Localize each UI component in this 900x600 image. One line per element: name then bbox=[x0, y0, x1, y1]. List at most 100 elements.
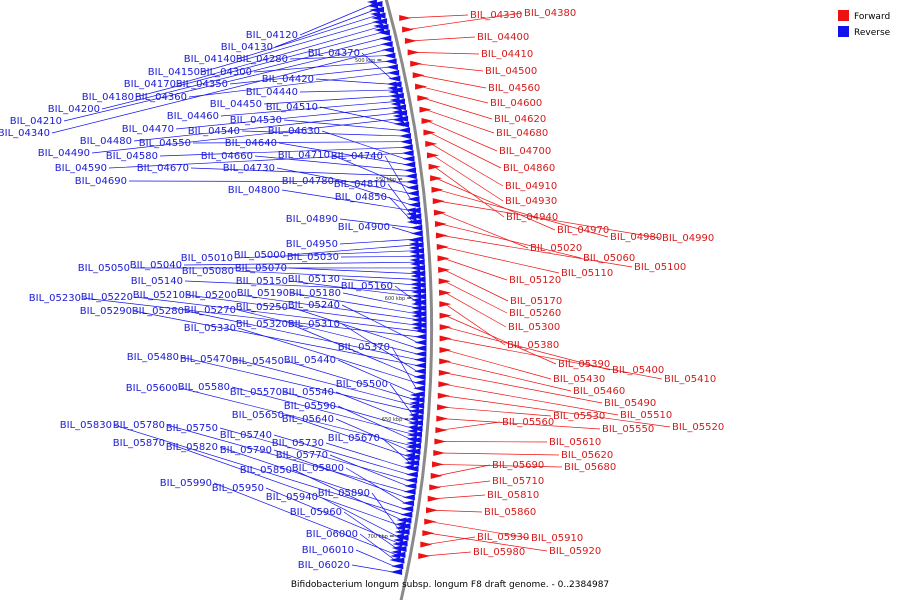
feature-bil-05830[interactable] bbox=[400, 511, 413, 518]
gene-label-bil-05160[interactable]: BIL_05160 bbox=[341, 281, 393, 292]
feature-bil-05270[interactable] bbox=[414, 350, 427, 357]
feature-bil-05250[interactable] bbox=[414, 345, 427, 352]
gene-label-bil-05440[interactable]: BIL_05440 bbox=[284, 355, 336, 366]
feature-bil-05310[interactable] bbox=[413, 368, 426, 375]
feature-bil-05020[interactable] bbox=[433, 209, 446, 216]
feature-bil-04740[interactable] bbox=[407, 196, 420, 203]
gene-label-bil-04470[interactable]: BIL_04470 bbox=[122, 124, 174, 135]
feature-bil-04980[interactable] bbox=[431, 186, 444, 193]
gene-label-bil-04890[interactable]: BIL_04890 bbox=[286, 214, 338, 225]
feature-bil-04940[interactable] bbox=[428, 163, 441, 170]
feature-bil-04660[interactable] bbox=[404, 167, 417, 174]
gene-label-bil-05030[interactable]: BIL_05030 bbox=[287, 252, 339, 263]
feature-bil-05610[interactable] bbox=[434, 438, 447, 445]
gene-label-bil-05370[interactable]: BIL_05370 bbox=[338, 342, 390, 353]
gene-label-bil-04660[interactable]: BIL_04660 bbox=[201, 151, 253, 162]
gene-label-bil-04370[interactable]: BIL_04370 bbox=[308, 48, 360, 59]
feature-bil-04710[interactable] bbox=[406, 184, 419, 191]
gene-label-bil-05820[interactable]: BIL_05820 bbox=[166, 442, 218, 453]
gene-label-bil-05520[interactable]: BIL_05520 bbox=[672, 422, 724, 433]
feature-bil-05770[interactable] bbox=[404, 482, 417, 489]
gene-label-bil-05940[interactable]: BIL_05940 bbox=[266, 492, 318, 503]
feature-bil-04560[interactable] bbox=[412, 72, 425, 79]
gene-label-bil-04350[interactable]: BIL_04350 bbox=[176, 79, 228, 90]
gene-label-bil-05650[interactable]: BIL_05650 bbox=[232, 410, 284, 421]
gene-label-bil-04420[interactable]: BIL_04420 bbox=[262, 74, 314, 85]
feature-bil-04970[interactable] bbox=[430, 175, 443, 182]
feature-bil-05690[interactable] bbox=[430, 472, 443, 479]
gene-label-bil-04300[interactable]: BIL_04300 bbox=[200, 67, 252, 78]
feature-bil-04550[interactable] bbox=[399, 138, 412, 145]
feature-bil-05060[interactable] bbox=[434, 221, 447, 228]
feature-bil-05520[interactable] bbox=[437, 392, 450, 399]
feature-bil-04780[interactable] bbox=[408, 201, 421, 208]
gene-label-bil-04150[interactable]: BIL_04150 bbox=[148, 67, 200, 78]
feature-bil-06020[interactable] bbox=[390, 569, 403, 575]
gene-label-bil-05280[interactable]: BIL_05280 bbox=[132, 306, 184, 317]
gene-label-bil-05920[interactable]: BIL_05920 bbox=[549, 546, 601, 557]
feature-bil-05820[interactable] bbox=[401, 505, 414, 512]
gene-label-bil-05400[interactable]: BIL_05400 bbox=[612, 365, 664, 376]
gene-label-bil-04400[interactable]: BIL_04400 bbox=[477, 32, 529, 43]
feature-bil-04700[interactable] bbox=[421, 118, 434, 125]
gene-label-bil-05680[interactable]: BIL_05680 bbox=[564, 462, 616, 473]
feature-bil-05170[interactable] bbox=[438, 266, 451, 273]
feature-bil-04530[interactable] bbox=[398, 127, 411, 134]
feature-bil-04180[interactable] bbox=[377, 29, 390, 36]
gene-label-bil-05490[interactable]: BIL_05490 bbox=[604, 398, 656, 409]
gene-label-bil-04540[interactable]: BIL_04540 bbox=[188, 126, 240, 137]
feature-bil-05790[interactable] bbox=[402, 494, 415, 501]
gene-label-bil-05980[interactable]: BIL_05980 bbox=[473, 547, 525, 558]
gene-label-bil-04950[interactable]: BIL_04950 bbox=[286, 239, 338, 250]
gene-label-bil-05000[interactable]: BIL_05000 bbox=[234, 250, 286, 261]
gene-label-bil-05150[interactable]: BIL_05150 bbox=[236, 276, 288, 287]
gene-label-bil-04990[interactable]: BIL_04990 bbox=[662, 233, 714, 244]
gene-label-bil-04180[interactable]: BIL_04180 bbox=[82, 92, 134, 103]
gene-label-bil-04800[interactable]: BIL_04800 bbox=[228, 185, 280, 196]
feature-bil-04350[interactable] bbox=[385, 64, 398, 71]
gene-label-bil-05010[interactable]: BIL_05010 bbox=[181, 253, 233, 264]
gene-label-bil-04380[interactable]: BIL_04380 bbox=[524, 8, 576, 19]
gene-label-bil-04140[interactable]: BIL_04140 bbox=[184, 54, 236, 65]
feature-bil-05120[interactable] bbox=[437, 255, 450, 262]
gene-label-bil-05480[interactable]: BIL_05480 bbox=[127, 352, 179, 363]
gene-label-bil-05780[interactable]: BIL_05780 bbox=[113, 420, 165, 431]
gene-label-bil-05550[interactable]: BIL_05550 bbox=[602, 424, 654, 435]
feature-bil-04370[interactable] bbox=[388, 75, 401, 82]
feature-bil-04690[interactable] bbox=[405, 178, 418, 185]
gene-label-bil-05960[interactable]: BIL_05960 bbox=[290, 507, 342, 518]
gene-label-bil-05860[interactable]: BIL_05860 bbox=[484, 507, 536, 518]
feature-bil-04640[interactable] bbox=[403, 161, 416, 168]
gene-label-bil-05450[interactable]: BIL_05450 bbox=[232, 356, 284, 367]
gene-label-bil-05610[interactable]: BIL_05610 bbox=[549, 437, 601, 448]
gene-label-bil-04970[interactable]: BIL_04970 bbox=[557, 225, 609, 236]
gene-label-bil-05570[interactable]: BIL_05570 bbox=[230, 387, 282, 398]
gene-label-bil-04600[interactable]: BIL_04600 bbox=[490, 98, 542, 109]
gene-label-bil-04580[interactable]: BIL_04580 bbox=[106, 151, 158, 162]
gene-label-bil-04450[interactable]: BIL_04450 bbox=[210, 99, 262, 110]
feature-bil-05930[interactable] bbox=[420, 541, 433, 548]
feature-bil-05300[interactable] bbox=[439, 289, 452, 296]
gene-label-bil-05870[interactable]: BIL_05870 bbox=[113, 438, 165, 449]
feature-bil-04730[interactable] bbox=[406, 190, 419, 197]
gene-label-bil-05330[interactable]: BIL_05330 bbox=[184, 323, 236, 334]
gene-label-bil-05560[interactable]: BIL_05560 bbox=[502, 417, 554, 428]
gene-label-bil-04340[interactable]: BIL_04340 bbox=[0, 128, 50, 139]
gene-label-bil-04940[interactable]: BIL_04940 bbox=[506, 212, 558, 223]
feature-bil-05980[interactable] bbox=[418, 553, 431, 559]
feature-bil-04340[interactable] bbox=[382, 46, 395, 53]
feature-bil-05530[interactable] bbox=[437, 404, 450, 411]
gene-label-bil-05190[interactable]: BIL_05190 bbox=[237, 288, 289, 299]
gene-label-bil-05310[interactable]: BIL_05310 bbox=[288, 319, 340, 330]
feature-bil-05110[interactable] bbox=[436, 243, 449, 250]
gene-label-bil-04630[interactable]: BIL_04630 bbox=[268, 126, 320, 137]
feature-bil-04300[interactable] bbox=[384, 58, 397, 65]
gene-label-bil-05750[interactable]: BIL_05750 bbox=[166, 423, 218, 434]
gene-label-bil-05040[interactable]: BIL_05040 bbox=[130, 260, 182, 271]
feature-bil-05510[interactable] bbox=[438, 381, 451, 388]
gene-label-bil-05690[interactable]: BIL_05690 bbox=[492, 460, 544, 471]
gene-label-bil-05540[interactable]: BIL_05540 bbox=[282, 387, 334, 398]
gene-label-bil-05510[interactable]: BIL_05510 bbox=[620, 410, 672, 421]
gene-label-bil-05850[interactable]: BIL_05850 bbox=[240, 465, 292, 476]
feature-bil-04680[interactable] bbox=[419, 106, 432, 113]
